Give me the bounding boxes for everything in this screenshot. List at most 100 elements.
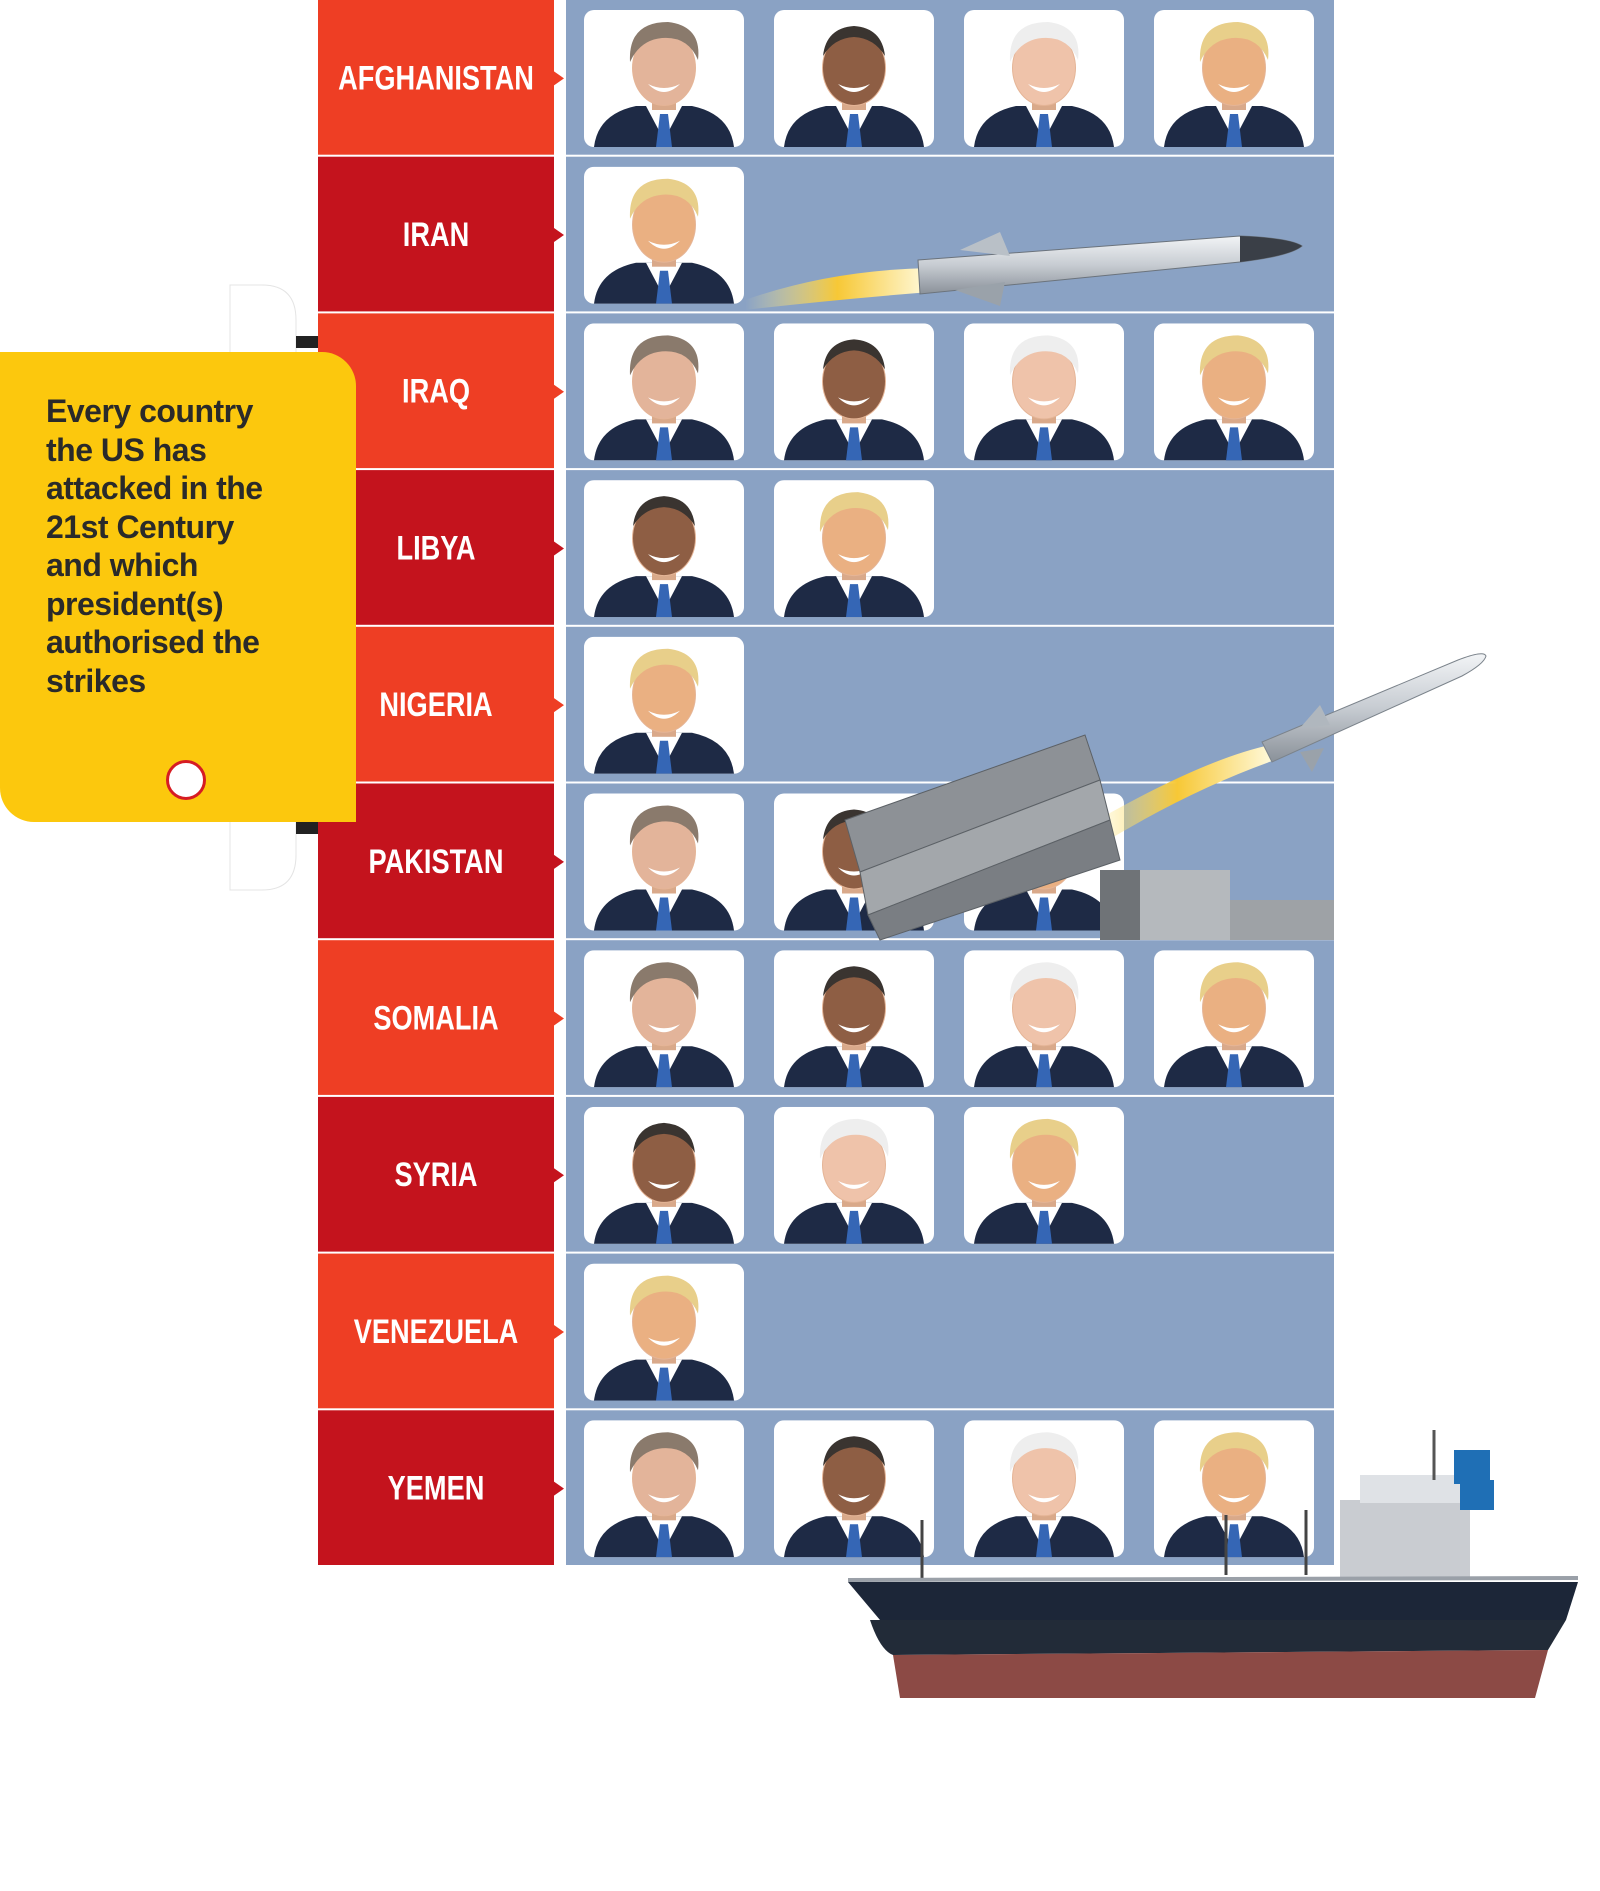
smile bbox=[648, 867, 680, 876]
face bbox=[823, 971, 885, 1046]
portrait bbox=[964, 10, 1124, 147]
hair bbox=[629, 178, 699, 219]
tab-notch bbox=[296, 336, 318, 348]
smile bbox=[1028, 1180, 1060, 1189]
face bbox=[633, 187, 695, 262]
portrait bbox=[1154, 10, 1314, 147]
country-cell bbox=[318, 626, 554, 782]
portrait bbox=[964, 1420, 1124, 1558]
arrow bbox=[554, 698, 564, 713]
hair bbox=[629, 962, 699, 1003]
portrait bbox=[584, 636, 744, 774]
smile bbox=[1218, 1494, 1250, 1503]
face bbox=[823, 1127, 885, 1202]
face bbox=[633, 657, 695, 732]
face bbox=[633, 31, 695, 105]
country-cell bbox=[318, 470, 554, 625]
face bbox=[1013, 344, 1075, 419]
face bbox=[823, 1441, 885, 1516]
smile bbox=[838, 1024, 870, 1033]
country-label: AFGHANISTAN bbox=[338, 58, 534, 97]
portrait bbox=[584, 793, 744, 931]
portrait bbox=[584, 1106, 744, 1244]
smile bbox=[648, 710, 680, 719]
smile bbox=[1028, 84, 1060, 92]
smile bbox=[1028, 1494, 1060, 1503]
smile bbox=[838, 1180, 870, 1189]
smile bbox=[648, 554, 680, 563]
logo bbox=[166, 760, 206, 800]
country-label: SOMALIA bbox=[373, 999, 498, 1038]
missile bbox=[1080, 653, 1487, 845]
smile bbox=[838, 554, 870, 563]
portrait bbox=[774, 10, 934, 147]
country-cell bbox=[318, 156, 554, 312]
smile bbox=[648, 1337, 680, 1346]
country-cell bbox=[318, 783, 554, 939]
arrow bbox=[554, 541, 564, 556]
missile bbox=[745, 232, 1303, 310]
smile bbox=[648, 84, 680, 92]
hair bbox=[1199, 22, 1269, 62]
face bbox=[823, 501, 885, 576]
smile bbox=[648, 1494, 680, 1503]
face bbox=[823, 31, 885, 105]
smile bbox=[838, 1494, 870, 1503]
country-cell bbox=[318, 313, 554, 469]
face bbox=[1013, 971, 1075, 1046]
face bbox=[633, 1441, 695, 1516]
face bbox=[1203, 344, 1265, 419]
portrait bbox=[584, 166, 744, 304]
hair bbox=[823, 966, 885, 997]
country-label: YEMEN bbox=[388, 1469, 485, 1508]
ship bbox=[847, 1430, 1579, 1698]
smile bbox=[838, 397, 870, 406]
face bbox=[1013, 31, 1075, 105]
face bbox=[633, 1284, 695, 1359]
smile bbox=[648, 1180, 680, 1189]
hair bbox=[823, 339, 885, 370]
face bbox=[633, 814, 695, 889]
hair bbox=[1199, 962, 1269, 1003]
hair bbox=[1009, 22, 1079, 62]
hair bbox=[633, 1122, 695, 1153]
portrait bbox=[774, 950, 934, 1088]
portrait bbox=[584, 323, 744, 461]
smile bbox=[1218, 397, 1250, 406]
portrait bbox=[774, 323, 934, 461]
arrow bbox=[554, 1011, 564, 1026]
portrait bbox=[964, 323, 1124, 461]
portrait bbox=[584, 480, 744, 618]
hair bbox=[819, 1118, 889, 1159]
title-box: Every country the US has attacked in the… bbox=[0, 352, 356, 822]
title: Every country the US has attacked in the… bbox=[46, 393, 263, 699]
face bbox=[633, 1127, 695, 1202]
country-label: SYRIA bbox=[394, 1155, 477, 1194]
portrait bbox=[1154, 323, 1314, 461]
arrow bbox=[554, 854, 564, 869]
arrow bbox=[554, 384, 564, 399]
country-label: IRAN bbox=[403, 215, 469, 254]
portrait bbox=[774, 480, 934, 618]
face bbox=[1203, 1441, 1265, 1516]
hair bbox=[629, 805, 699, 846]
hair bbox=[629, 335, 699, 376]
country-cell bbox=[318, 1410, 554, 1565]
arrow bbox=[554, 228, 564, 243]
tab-notch bbox=[296, 822, 318, 834]
smile bbox=[648, 397, 680, 406]
hair bbox=[1009, 962, 1079, 1003]
face bbox=[1203, 31, 1265, 105]
portrait bbox=[774, 1106, 934, 1244]
portrait bbox=[1154, 1420, 1314, 1558]
hair bbox=[1009, 335, 1079, 376]
country-cell bbox=[318, 0, 554, 155]
hair bbox=[1199, 335, 1269, 376]
hair bbox=[629, 648, 699, 689]
country-label: NIGERIA bbox=[379, 685, 492, 724]
face bbox=[1203, 971, 1265, 1046]
smile bbox=[1218, 1024, 1250, 1033]
country-cell bbox=[318, 1253, 554, 1409]
country-label: IRAQ bbox=[402, 372, 470, 411]
arrow bbox=[554, 1168, 564, 1183]
